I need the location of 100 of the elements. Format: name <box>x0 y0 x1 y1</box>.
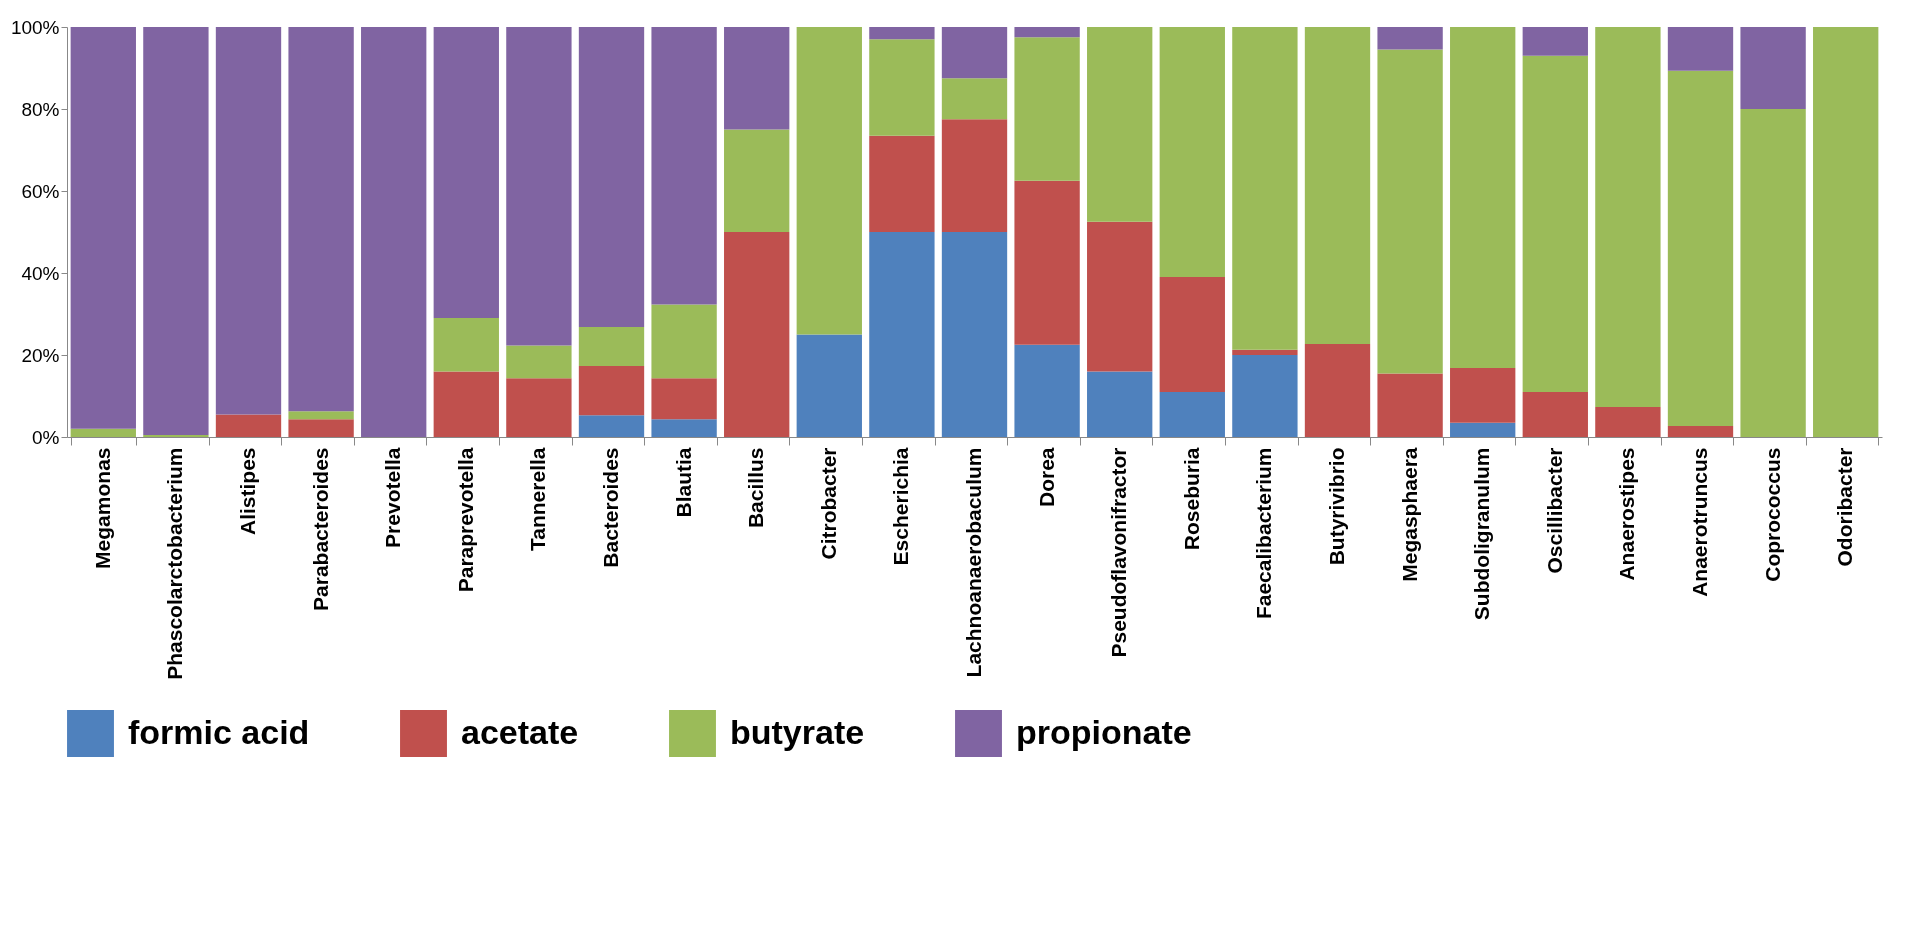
legend-label: acetate <box>461 712 579 751</box>
bar <box>1304 27 1371 344</box>
x-tick-label: Phascolarctobacterium <box>163 447 187 680</box>
x-tick-label: Anaerostipes <box>1615 447 1639 581</box>
bar <box>1813 27 1879 437</box>
legend-label: formic acid <box>128 712 310 751</box>
bar <box>1014 180 1080 345</box>
bar <box>70 428 136 437</box>
bar <box>869 135 935 232</box>
x-tick-label: Megasphaera <box>1397 447 1421 582</box>
y-tick-label: 20% <box>21 344 60 366</box>
bar <box>651 304 717 379</box>
bar <box>1740 109 1806 437</box>
x-tick-label: Megamonas <box>90 447 114 569</box>
bar <box>288 411 354 420</box>
x-tick-label: Coprococcus <box>1760 447 1784 582</box>
bar <box>1740 27 1806 109</box>
bar <box>433 371 499 437</box>
bar <box>1159 277 1225 392</box>
x-tick-label: Tannerella <box>526 447 550 551</box>
bar <box>869 27 935 40</box>
bar <box>1159 391 1225 437</box>
bar <box>578 327 645 367</box>
x-tick-label: Subdoligranulum <box>1470 447 1494 621</box>
bar <box>1159 27 1225 278</box>
bar <box>578 415 645 437</box>
bar <box>724 232 790 437</box>
bar <box>724 27 790 130</box>
bar <box>361 27 427 437</box>
bar <box>796 27 862 335</box>
bar <box>578 366 645 416</box>
x-tick-label: Blautia <box>671 447 695 518</box>
y-tick-label: 100% <box>10 16 60 38</box>
bar <box>288 419 354 437</box>
bar <box>941 119 1008 232</box>
bar <box>433 27 499 319</box>
bar <box>1304 343 1371 437</box>
bar <box>1667 70 1734 426</box>
bar <box>1450 422 1516 437</box>
bar <box>215 414 282 437</box>
bar <box>143 27 209 435</box>
x-tick-label: Bacillus <box>744 447 768 529</box>
bar <box>506 378 572 437</box>
bar <box>1014 344 1080 437</box>
bar <box>1667 27 1734 71</box>
x-tick-label: Prevotella <box>381 447 405 548</box>
x-tick-label: Odoribacter <box>1833 447 1857 567</box>
legend-label: butyrate <box>730 712 865 751</box>
bar <box>796 334 862 437</box>
bar <box>1377 49 1443 374</box>
bar <box>288 27 354 412</box>
bar <box>1595 27 1661 408</box>
legend-label: propionate <box>1016 712 1192 751</box>
x-tick-label: Oscillibacter <box>1542 447 1566 574</box>
bar <box>1014 37 1080 181</box>
bar <box>1014 27 1080 38</box>
bar <box>1087 371 1153 437</box>
x-tick-label: Citrobacter <box>816 447 840 560</box>
bar <box>433 318 499 372</box>
x-tick-label: Bacteroides <box>599 447 622 568</box>
y-tick-label: 40% <box>21 262 60 284</box>
bar <box>941 27 1008 79</box>
bar <box>1667 425 1734 437</box>
bar <box>1232 349 1298 355</box>
y-tick-label: 80% <box>21 98 60 120</box>
x-tick-label: Alistipes <box>236 447 259 536</box>
x-tick-label: Roseburia <box>1179 447 1203 551</box>
bar <box>1450 368 1516 423</box>
x-tick-label: Lachnoanaerobaculum <box>962 447 985 678</box>
bar <box>1087 27 1153 222</box>
bar <box>1377 27 1443 50</box>
x-tick-label: Anaerotruncus <box>1688 447 1711 597</box>
bar <box>651 419 717 437</box>
bar <box>143 434 209 437</box>
x-tick-label: Paraprevotella <box>453 447 477 593</box>
bar <box>941 78 1008 120</box>
bar <box>1232 27 1298 350</box>
bar <box>1377 373 1443 437</box>
bar <box>724 129 790 232</box>
bar <box>869 39 935 136</box>
bar <box>1522 391 1588 437</box>
x-tick-label: Butyrivibrio <box>1325 447 1348 566</box>
bar <box>941 232 1008 437</box>
bar <box>1450 27 1516 369</box>
bar <box>506 345 572 379</box>
bar <box>1232 355 1298 437</box>
bar <box>1522 27 1588 56</box>
x-tick-label: Dorea <box>1034 447 1058 508</box>
x-tick-label: Faecalibacterium <box>1252 447 1276 620</box>
x-tick-label: Pseudoflavonifractor <box>1107 447 1131 658</box>
bar <box>1595 407 1661 437</box>
y-tick-label: 60% <box>21 180 60 202</box>
bar <box>578 27 645 328</box>
bar <box>1522 55 1588 392</box>
bar <box>651 27 717 305</box>
bar <box>506 27 572 346</box>
bar <box>1087 221 1153 372</box>
bar <box>869 232 935 437</box>
bar <box>215 27 282 415</box>
y-tick-label: 0% <box>32 426 60 448</box>
